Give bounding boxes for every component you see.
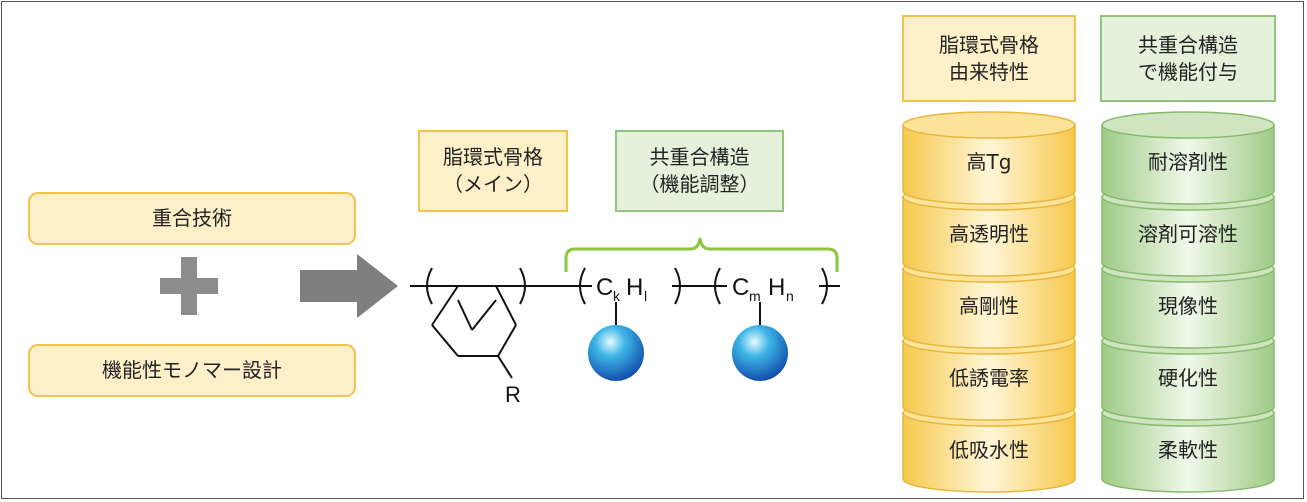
unit1-hydrogen: H — [626, 274, 643, 301]
copolymer-property-label: 柔軟性 — [1158, 438, 1218, 462]
polymerization-technique-box: 重合技術 — [28, 192, 356, 245]
alicyclic-property-label: 低吸水性 — [949, 438, 1029, 462]
alicyclic-property-label: 高剛性 — [959, 294, 1019, 318]
functional-monomer-box: 機能性モノマー設計 — [28, 344, 356, 397]
alicyclic-property-label: 高透明性 — [949, 222, 1029, 246]
unit2-hydrogen: H — [768, 274, 785, 301]
unit2-carbon-subscript: m — [749, 288, 761, 304]
alicyclic-main-box: 脂環式骨格 （メイン） — [418, 130, 568, 212]
alicyclic-properties-header-label: 脂環式骨格 由来特性 — [939, 32, 1039, 84]
copolymer-property-label: 現像性 — [1158, 294, 1218, 318]
copolymer-properties-stack: 柔軟性 硬化性 現像性 溶剤可溶性 耐溶剤性 — [1101, 111, 1275, 493]
copolymer-cylinder-5: 柔軟性 — [1101, 399, 1275, 493]
copolymer-property-label: 耐溶剤性 — [1148, 150, 1228, 174]
plus-icon — [160, 257, 218, 315]
alicyclic-property-label: 低誘電率 — [949, 366, 1029, 390]
alicyclic-properties-stack: 低吸水性 低誘電率 高剛性 高透明性 高Tg — [902, 111, 1076, 493]
copolymer-cylinder-1: 耐溶剤性 — [1101, 111, 1275, 205]
unit2-formula: C m H n — [732, 274, 794, 304]
functional-monomer-label: 機能性モノマー設計 — [102, 358, 282, 382]
copolymer-brace — [564, 237, 839, 272]
copolymer-function-header-label: 共重合構造 で機能付与 — [1138, 32, 1238, 84]
unit1-carbon-subscript: k — [613, 288, 621, 304]
copolymer-cylinder-4: 硬化性 — [1101, 327, 1275, 421]
copolymer-property-label: 硬化性 — [1158, 366, 1218, 390]
unit2-carbon: C — [732, 274, 749, 301]
right-arrow-icon — [300, 254, 398, 318]
unit1-carbon: C — [596, 274, 613, 301]
functional-group-sphere-1 — [588, 325, 644, 381]
alicyclic-properties-header: 脂環式骨格 由来特性 — [902, 15, 1076, 102]
copolymer-tuning-label: 共重合構造 （機能調整） — [639, 145, 760, 196]
alicyclic-cylinder-1: 高Tg — [902, 111, 1076, 205]
alicyclic-property-label: 高Tg — [967, 150, 1012, 174]
copolymer-tuning-box: 共重合構造 （機能調整） — [615, 130, 784, 212]
alicyclic-main-label: 脂環式骨格 （メイン） — [443, 145, 543, 196]
functional-group-sphere-2 — [732, 325, 788, 381]
copolymer-property-label: 溶剤可溶性 — [1138, 222, 1238, 246]
polymerization-technique-label: 重合技術 — [152, 206, 232, 230]
substituent-r: R — [505, 382, 521, 407]
unit1-formula: C k H l — [596, 274, 647, 304]
unit1-hydrogen-subscript: l — [644, 288, 647, 304]
copolymer-function-header: 共重合構造 で機能付与 — [1100, 15, 1276, 102]
unit2-hydrogen-subscript: n — [786, 288, 794, 304]
